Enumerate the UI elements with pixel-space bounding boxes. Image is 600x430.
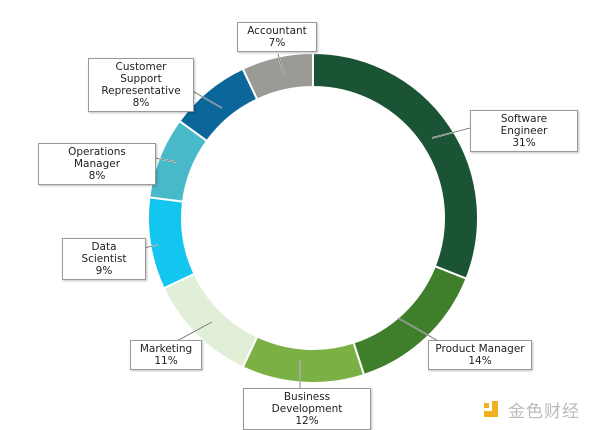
data-label-value: 9%	[95, 265, 113, 277]
data-label-value: 14%	[468, 355, 492, 367]
slice-data-scientist	[147, 196, 196, 290]
data-label-category: Data Scientist	[81, 241, 127, 265]
data-label-category: Accountant	[247, 25, 307, 37]
data-label-category: Customer Support Representative	[101, 61, 181, 97]
data-label: Marketing 11%	[130, 340, 202, 370]
data-label: Customer Support Representative 8%	[88, 58, 194, 112]
watermark-logo-icon	[484, 400, 502, 419]
data-label: Data Scientist 9%	[62, 238, 146, 280]
leader-line	[174, 321, 213, 343]
data-label: Operations Manager 8%	[38, 143, 156, 185]
data-label-category: Operations Manager	[68, 146, 126, 170]
data-label: Accountant 7%	[237, 22, 317, 52]
data-label-category: Marketing	[139, 343, 193, 355]
data-label-value: 8%	[88, 170, 106, 182]
data-label-value: 31%	[512, 137, 536, 149]
data-label-category: Business Development	[271, 391, 343, 415]
data-label: Business Development 12%	[243, 388, 371, 430]
slice-software-engineer	[312, 51, 479, 281]
data-label: Product Manager 14%	[428, 340, 532, 370]
data-label-value: 7%	[268, 37, 286, 49]
data-label-category: Product Manager	[435, 343, 525, 355]
data-label-value: 12%	[295, 415, 319, 427]
data-label-value: 8%	[132, 97, 150, 109]
data-label: Software Engineer 31%	[470, 110, 578, 152]
slice-business-development	[241, 335, 366, 384]
leader-line	[397, 317, 441, 343]
watermark: 金色财经	[484, 397, 580, 422]
leader-line	[431, 127, 471, 139]
data-label-category: Software Engineer	[500, 113, 548, 137]
data-label-value: 11%	[154, 355, 178, 367]
leader-line	[277, 53, 285, 77]
slice-accountant	[241, 51, 314, 101]
watermark-text: 金色财经	[508, 402, 580, 422]
